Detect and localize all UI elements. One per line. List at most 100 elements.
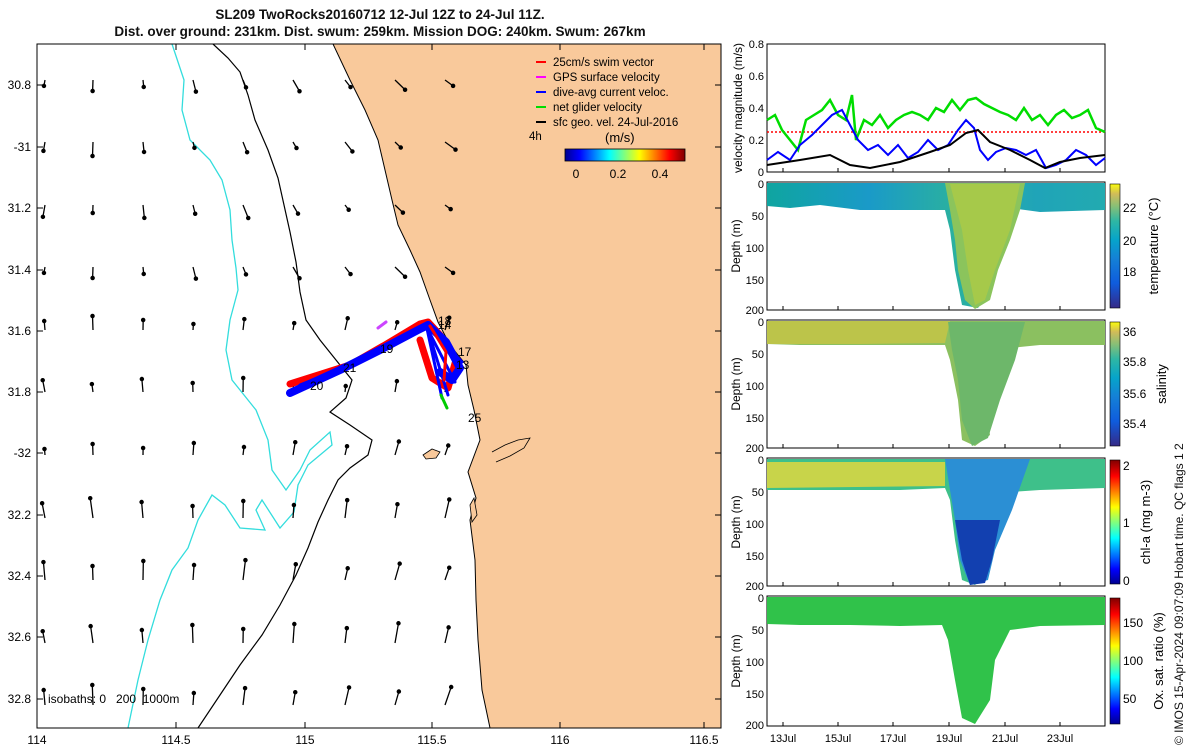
xtick-19jul: 19Jul bbox=[936, 733, 962, 745]
geostrophic-arrow-head bbox=[90, 275, 95, 281]
geostrophic-arrow-head bbox=[139, 627, 145, 633]
geostrophic-arrow-head bbox=[90, 313, 95, 319]
sal-ytick-1: 50 bbox=[752, 349, 764, 361]
geostrophic-arrow-head bbox=[446, 565, 452, 570]
geostrophic-arrow-head bbox=[293, 689, 298, 695]
lat-label-0: 30.8 bbox=[8, 78, 32, 92]
track-label-18: 18 bbox=[438, 314, 452, 328]
geostrophic-arrow-head bbox=[394, 320, 400, 325]
lon-label-2: 115 bbox=[295, 733, 314, 747]
geostrophic-arrow bbox=[89, 498, 94, 519]
geostrophic-arrow-head bbox=[345, 566, 350, 571]
lat-label-4: 31.6 bbox=[8, 324, 32, 338]
geostrophic-arrow-head bbox=[243, 557, 248, 563]
track-label-20: 20 bbox=[310, 379, 324, 393]
geostrophic-arrow bbox=[192, 564, 195, 581]
legend-gps-velocity: GPS surface velocity bbox=[553, 72, 660, 84]
geostrophic-arrow-head bbox=[448, 206, 453, 212]
panel-axis-ticks bbox=[782, 168, 1061, 726]
salinity-panel bbox=[766, 319, 1121, 449]
geostrophic-arrow bbox=[242, 560, 247, 581]
geostrophic-arrow-head bbox=[396, 621, 401, 626]
track-label-13: 13 bbox=[456, 358, 470, 372]
geostrophic-arrow-head bbox=[190, 380, 195, 386]
legend-4h: 4h bbox=[529, 131, 542, 143]
temp-cbar-22: 22 bbox=[1123, 201, 1137, 215]
title-line-2: Dist. over ground: 231km. Dist. swum: 25… bbox=[114, 24, 646, 39]
velocity-panel bbox=[766, 43, 1106, 173]
geostrophic-arrow-head bbox=[90, 153, 95, 159]
geostrophic-arrow-head bbox=[39, 501, 45, 506]
chla-cbar-1: 1 bbox=[1123, 516, 1130, 530]
temp-cbar-20: 20 bbox=[1123, 234, 1137, 248]
sal-ytick-2: 100 bbox=[746, 381, 764, 393]
temp-ytick-2: 100 bbox=[746, 243, 764, 255]
geostrophic-arrow-head bbox=[453, 147, 458, 152]
isobath-1000m bbox=[127, 44, 333, 728]
oxy-cbar-label: Ox. sat. ratio (%) bbox=[1151, 612, 1166, 710]
oxy-ytick-4: 200 bbox=[746, 720, 764, 732]
oxy-ytick-1: 50 bbox=[752, 625, 764, 637]
geostrophic-arrow-head bbox=[245, 215, 251, 221]
geostrophic-velocity-vectors bbox=[39, 79, 458, 706]
net-velocity-line bbox=[766, 94, 1106, 153]
oxygen-panel bbox=[766, 595, 1121, 727]
track-label-25: 25 bbox=[468, 411, 482, 425]
chla-cbar-label: chl-a (mg m-3) bbox=[1138, 480, 1153, 565]
geostrophic-arrow-head bbox=[295, 211, 301, 216]
geostrophic-arrow-head bbox=[192, 211, 198, 216]
sal-ytick-4: 200 bbox=[746, 443, 764, 455]
geostrophic-arrow-head bbox=[446, 315, 452, 320]
lat-label-8: 32.4 bbox=[8, 569, 32, 583]
geostrophic-arrow-head bbox=[402, 274, 408, 279]
geostrophic-arrow bbox=[191, 624, 194, 644]
geostrophic-arrow bbox=[394, 504, 399, 519]
geostrophic-arrow-head bbox=[90, 682, 95, 688]
lon-label-1: 114.5 bbox=[161, 733, 190, 747]
geostrophic-arrow-head bbox=[241, 444, 247, 450]
geostrophic-arrow bbox=[344, 687, 350, 706]
geostrophic-arrow bbox=[394, 266, 406, 278]
geostrophic-arrow-head bbox=[142, 215, 147, 221]
legend-geostrophic: sfc geo. vel. 24-Jul-2016 bbox=[553, 117, 678, 129]
oxy-ytick-0: 0 bbox=[758, 593, 764, 605]
lat-label-9: 32.6 bbox=[8, 630, 32, 644]
geostrophic-arrow bbox=[394, 79, 406, 91]
geostrophic-arrow-head bbox=[292, 621, 297, 627]
geostrophic-arrow-head bbox=[243, 272, 249, 277]
vel-ytick-0: 0 bbox=[758, 167, 764, 179]
geostrophic-arrow bbox=[42, 562, 46, 581]
geostrophic-arrow-head bbox=[350, 149, 355, 154]
legend-net-velocity: net glider velocity bbox=[553, 102, 642, 114]
map-colorbar bbox=[564, 148, 686, 162]
chla-ytick-0: 0 bbox=[758, 455, 764, 467]
geostrophic-arrow-head bbox=[191, 690, 197, 696]
chla-cbar-0: 0 bbox=[1123, 574, 1130, 588]
geostrophic-arrow-head bbox=[242, 685, 248, 691]
geostrophic-arrow-head bbox=[40, 628, 45, 634]
sal-cbar-354: 35.4 bbox=[1123, 417, 1147, 431]
oxy-cbar-50: 50 bbox=[1123, 692, 1137, 706]
oxy-ytick-3: 150 bbox=[746, 689, 764, 701]
geostrophic-arrow-head bbox=[192, 145, 197, 151]
geostrophic-arrow-head bbox=[141, 84, 146, 90]
geostrophic-arrow-head bbox=[41, 559, 46, 565]
geostrophic-arrow-head bbox=[293, 439, 298, 445]
temp-ytick-3: 150 bbox=[746, 275, 764, 287]
track-label-14: 14 bbox=[438, 318, 452, 332]
geostrophic-arrow-head bbox=[346, 207, 351, 212]
oxy-cbar-150: 150 bbox=[1123, 616, 1143, 630]
chla-ylabel: Depth (m) bbox=[729, 495, 743, 548]
lat-label-10: 32.8 bbox=[8, 692, 32, 706]
geostrophic-arrow bbox=[43, 690, 46, 706]
geostrophic-arrow-head bbox=[396, 439, 402, 444]
geostrophic-arrow-head bbox=[90, 88, 95, 94]
track-label-17: 17 bbox=[458, 345, 472, 359]
oxy-ylabel: Depth (m) bbox=[729, 634, 743, 687]
temp-ylabel: Depth (m) bbox=[729, 219, 743, 272]
title-line-1: SL209 TwoRocks20160712 12-Jul 12Z to 24-… bbox=[215, 7, 545, 22]
geostrophic-arrow bbox=[41, 503, 46, 519]
geostrophic-arrow-head bbox=[447, 497, 452, 502]
geostrophic-arrow bbox=[89, 626, 94, 644]
